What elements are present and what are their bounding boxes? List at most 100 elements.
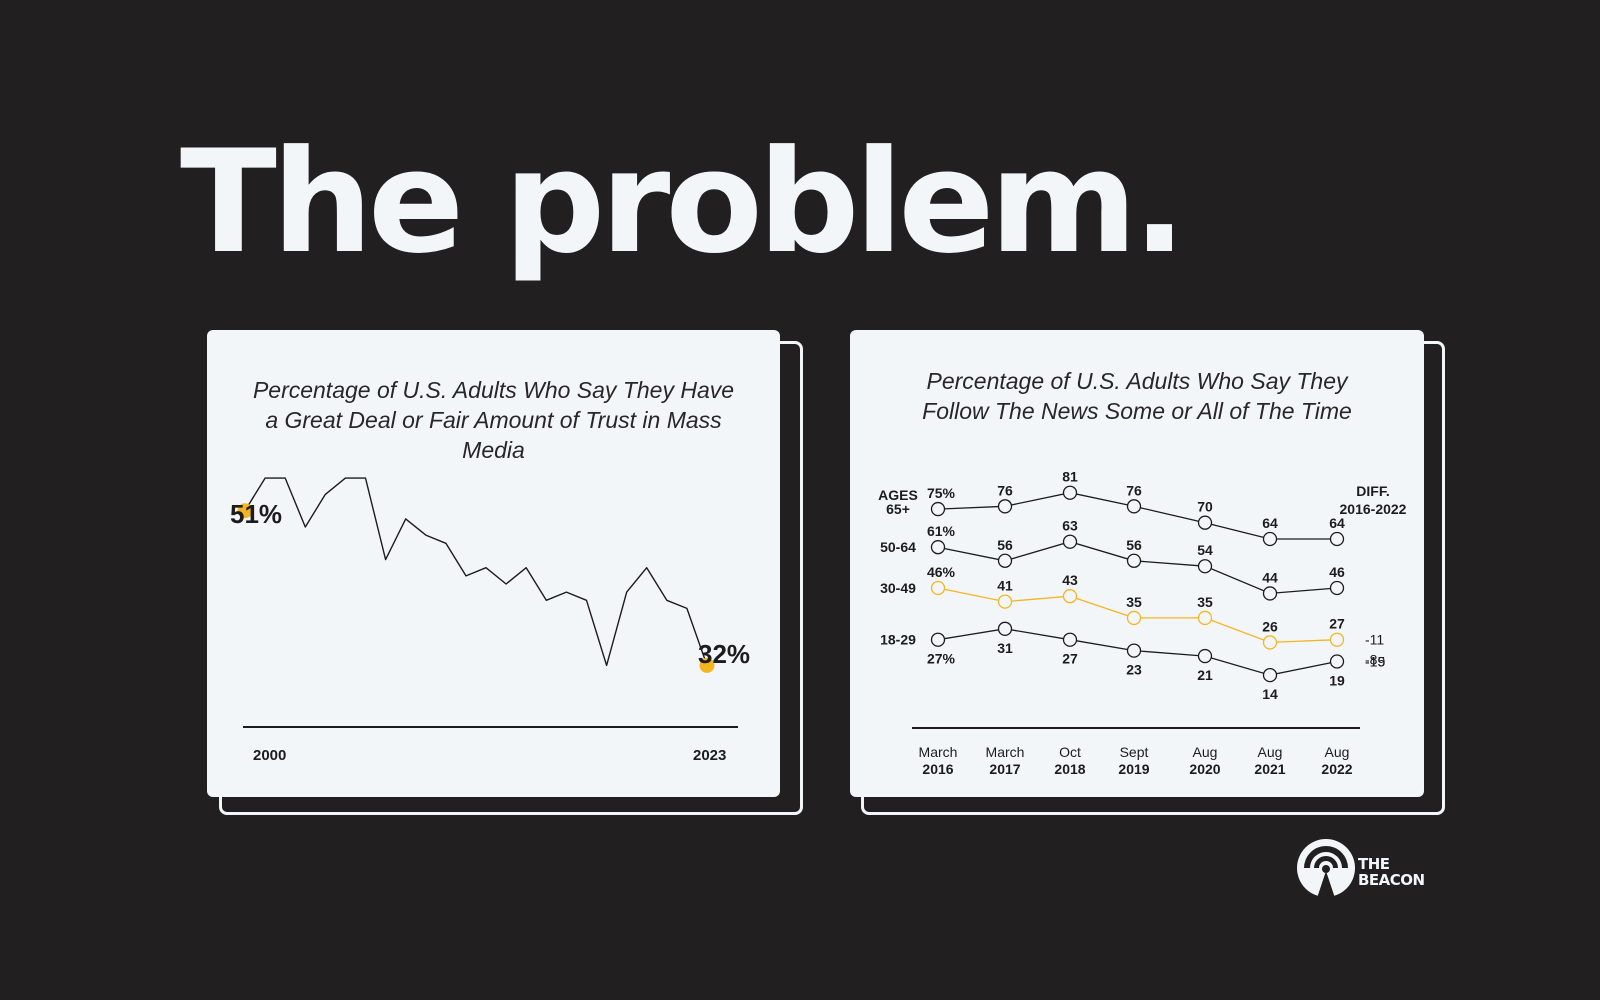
data-point-30-49: [1197, 610, 1213, 626]
data-label-50-64: 63: [1062, 518, 1078, 534]
data-label-18-29: 19: [1329, 673, 1345, 689]
x-tick-label: March: [986, 744, 1025, 760]
data-label-30-49: 27: [1329, 616, 1345, 632]
news-line-chart: AGES DIFF. 2016-2022 75% 76 81 76 70 64 64 65+ 6…: [878, 469, 1407, 777]
data-label-50-64: 44: [1262, 569, 1278, 585]
data-label-50-64: 46: [1329, 564, 1345, 580]
data-label-18-29: 14: [1262, 686, 1278, 702]
x-tick-label: March: [919, 744, 958, 760]
data-point-30-49: [1126, 610, 1142, 626]
data-label-50-64: 54: [1197, 542, 1213, 558]
beacon-logo-line-1: THE: [1358, 855, 1390, 873]
data-point-50-64: [1262, 586, 1278, 601]
age-label-50-64: 50-64: [880, 539, 916, 555]
data-point-65: [930, 501, 946, 517]
data-label-65: 76: [997, 482, 1013, 498]
data-label-30-49: 35: [1126, 594, 1142, 610]
trust-chart-title: Percentage of U.S. Adults Who Say They H…: [217, 375, 770, 465]
data-point-65: [997, 499, 1013, 514]
data-point-50-64: [930, 540, 946, 555]
trust-series-line: [244, 477, 708, 667]
x-tick-start: 2000: [253, 747, 286, 764]
diff-value: -11: [1365, 632, 1384, 648]
data-label-65: 64: [1329, 515, 1345, 531]
news-chart-title: Percentage of U.S. Adults Who Say They F…: [860, 366, 1414, 426]
start-value-label: 51%: [230, 499, 282, 529]
data-point-50-64: [997, 553, 1013, 568]
data-point-65: [1262, 531, 1278, 547]
ages-header: AGES: [878, 487, 918, 503]
beacon-logo-text: THE BEACON: [1358, 856, 1425, 888]
x-tick-label: Aug: [1325, 744, 1350, 760]
trust-title-line-3: Media: [462, 437, 525, 463]
data-label-18-29: 27: [1062, 651, 1078, 667]
data-label-18-29: 21: [1197, 667, 1213, 683]
data-label-30-49: 43: [1062, 572, 1078, 588]
x-tick-label: 2017: [989, 761, 1020, 777]
data-label-30-49: 35: [1197, 594, 1213, 610]
data-point-18-29: [1197, 648, 1213, 664]
age-label-30-49: 30-49: [880, 580, 916, 596]
x-tick-label: 2022: [1321, 761, 1352, 777]
data-label-65: 70: [1197, 499, 1213, 515]
data-point-18-29: [1262, 667, 1278, 683]
data-point-65: [1329, 531, 1345, 547]
data-point-30-49: [1262, 635, 1278, 650]
data-label-30-49: 26: [1262, 618, 1278, 634]
x-tick-label: 2021: [1254, 761, 1285, 777]
x-tick-label: Aug: [1193, 744, 1218, 760]
data-label-65: 75%: [927, 485, 956, 501]
diff-value: -19: [1365, 654, 1385, 670]
news-title-line-2: Follow The News Some or All of The Time: [922, 398, 1352, 424]
x-tick-label: 2018: [1054, 761, 1085, 777]
x-tick-label: Sept: [1120, 744, 1149, 760]
data-label-50-64: 61%: [927, 523, 956, 539]
diff-header-line-1: DIFF.: [1356, 483, 1389, 499]
data-point-30-49: [997, 594, 1013, 609]
data-label-18-29: 23: [1126, 662, 1142, 678]
data-label-18-29: 27%: [927, 651, 956, 667]
data-point-18-29: [1126, 643, 1142, 658]
diff-header-line-2: 2016-2022: [1340, 501, 1407, 517]
data-point-18-29: [1062, 632, 1078, 647]
beacon-logo-icon: [1297, 839, 1355, 898]
data-point-65: [1126, 499, 1142, 514]
data-point-30-49: [1329, 632, 1345, 647]
data-point-18-29: [930, 632, 946, 647]
data-point-50-64: [1329, 580, 1345, 596]
news-title-line-1: Percentage of U.S. Adults Who Say They: [926, 368, 1348, 394]
x-tick-label: 2019: [1118, 761, 1149, 777]
end-point-marker: [699, 657, 715, 673]
x-tick-label: 2020: [1189, 761, 1220, 777]
trust-chart-card: Percentage of U.S. Adults Who Say They H…: [207, 330, 780, 797]
diff-value: -15: [1365, 654, 1385, 670]
beacon-logo: THE BEACON: [1296, 838, 1426, 900]
headline: The problem.: [180, 120, 1186, 285]
data-label-65: 64: [1262, 515, 1278, 531]
trust-title-line-2: a Great Deal or Fair Amount of Trust in …: [265, 407, 722, 433]
data-label-65: 76: [1126, 482, 1142, 498]
data-point-18-29: [997, 621, 1013, 636]
data-label-30-49: 46%: [927, 564, 956, 580]
trust-title-line-1: Percentage of U.S. Adults Who Say They H…: [252, 377, 735, 403]
data-label-30-49: 41: [997, 578, 1013, 594]
diff-value: -8: [1365, 652, 1378, 668]
data-point-50-64: [1126, 553, 1142, 568]
age-label-65: 65+: [886, 501, 910, 517]
data-point-30-49: [1062, 589, 1078, 604]
data-point-65: [1062, 485, 1078, 500]
trust-line-chart: 51% 32% 2000 2023: [230, 477, 750, 764]
data-point-50-64: [1197, 559, 1213, 574]
data-label-50-64: 56: [1126, 537, 1142, 553]
data-label-18-29: 31: [997, 640, 1013, 656]
age-label-18-29: 18-29: [880, 632, 916, 648]
x-tick-label: Aug: [1258, 744, 1283, 760]
data-point-18-29: [1329, 654, 1345, 669]
end-value-label: 32%: [698, 639, 750, 669]
data-label-65: 81: [1062, 469, 1078, 485]
start-point-marker: [237, 503, 253, 519]
data-point-50-64: [1062, 534, 1078, 549]
x-tick-end: 2023: [693, 747, 726, 764]
data-point-30-49: [930, 580, 946, 596]
beacon-logo-line-2: BEACON: [1358, 871, 1425, 889]
